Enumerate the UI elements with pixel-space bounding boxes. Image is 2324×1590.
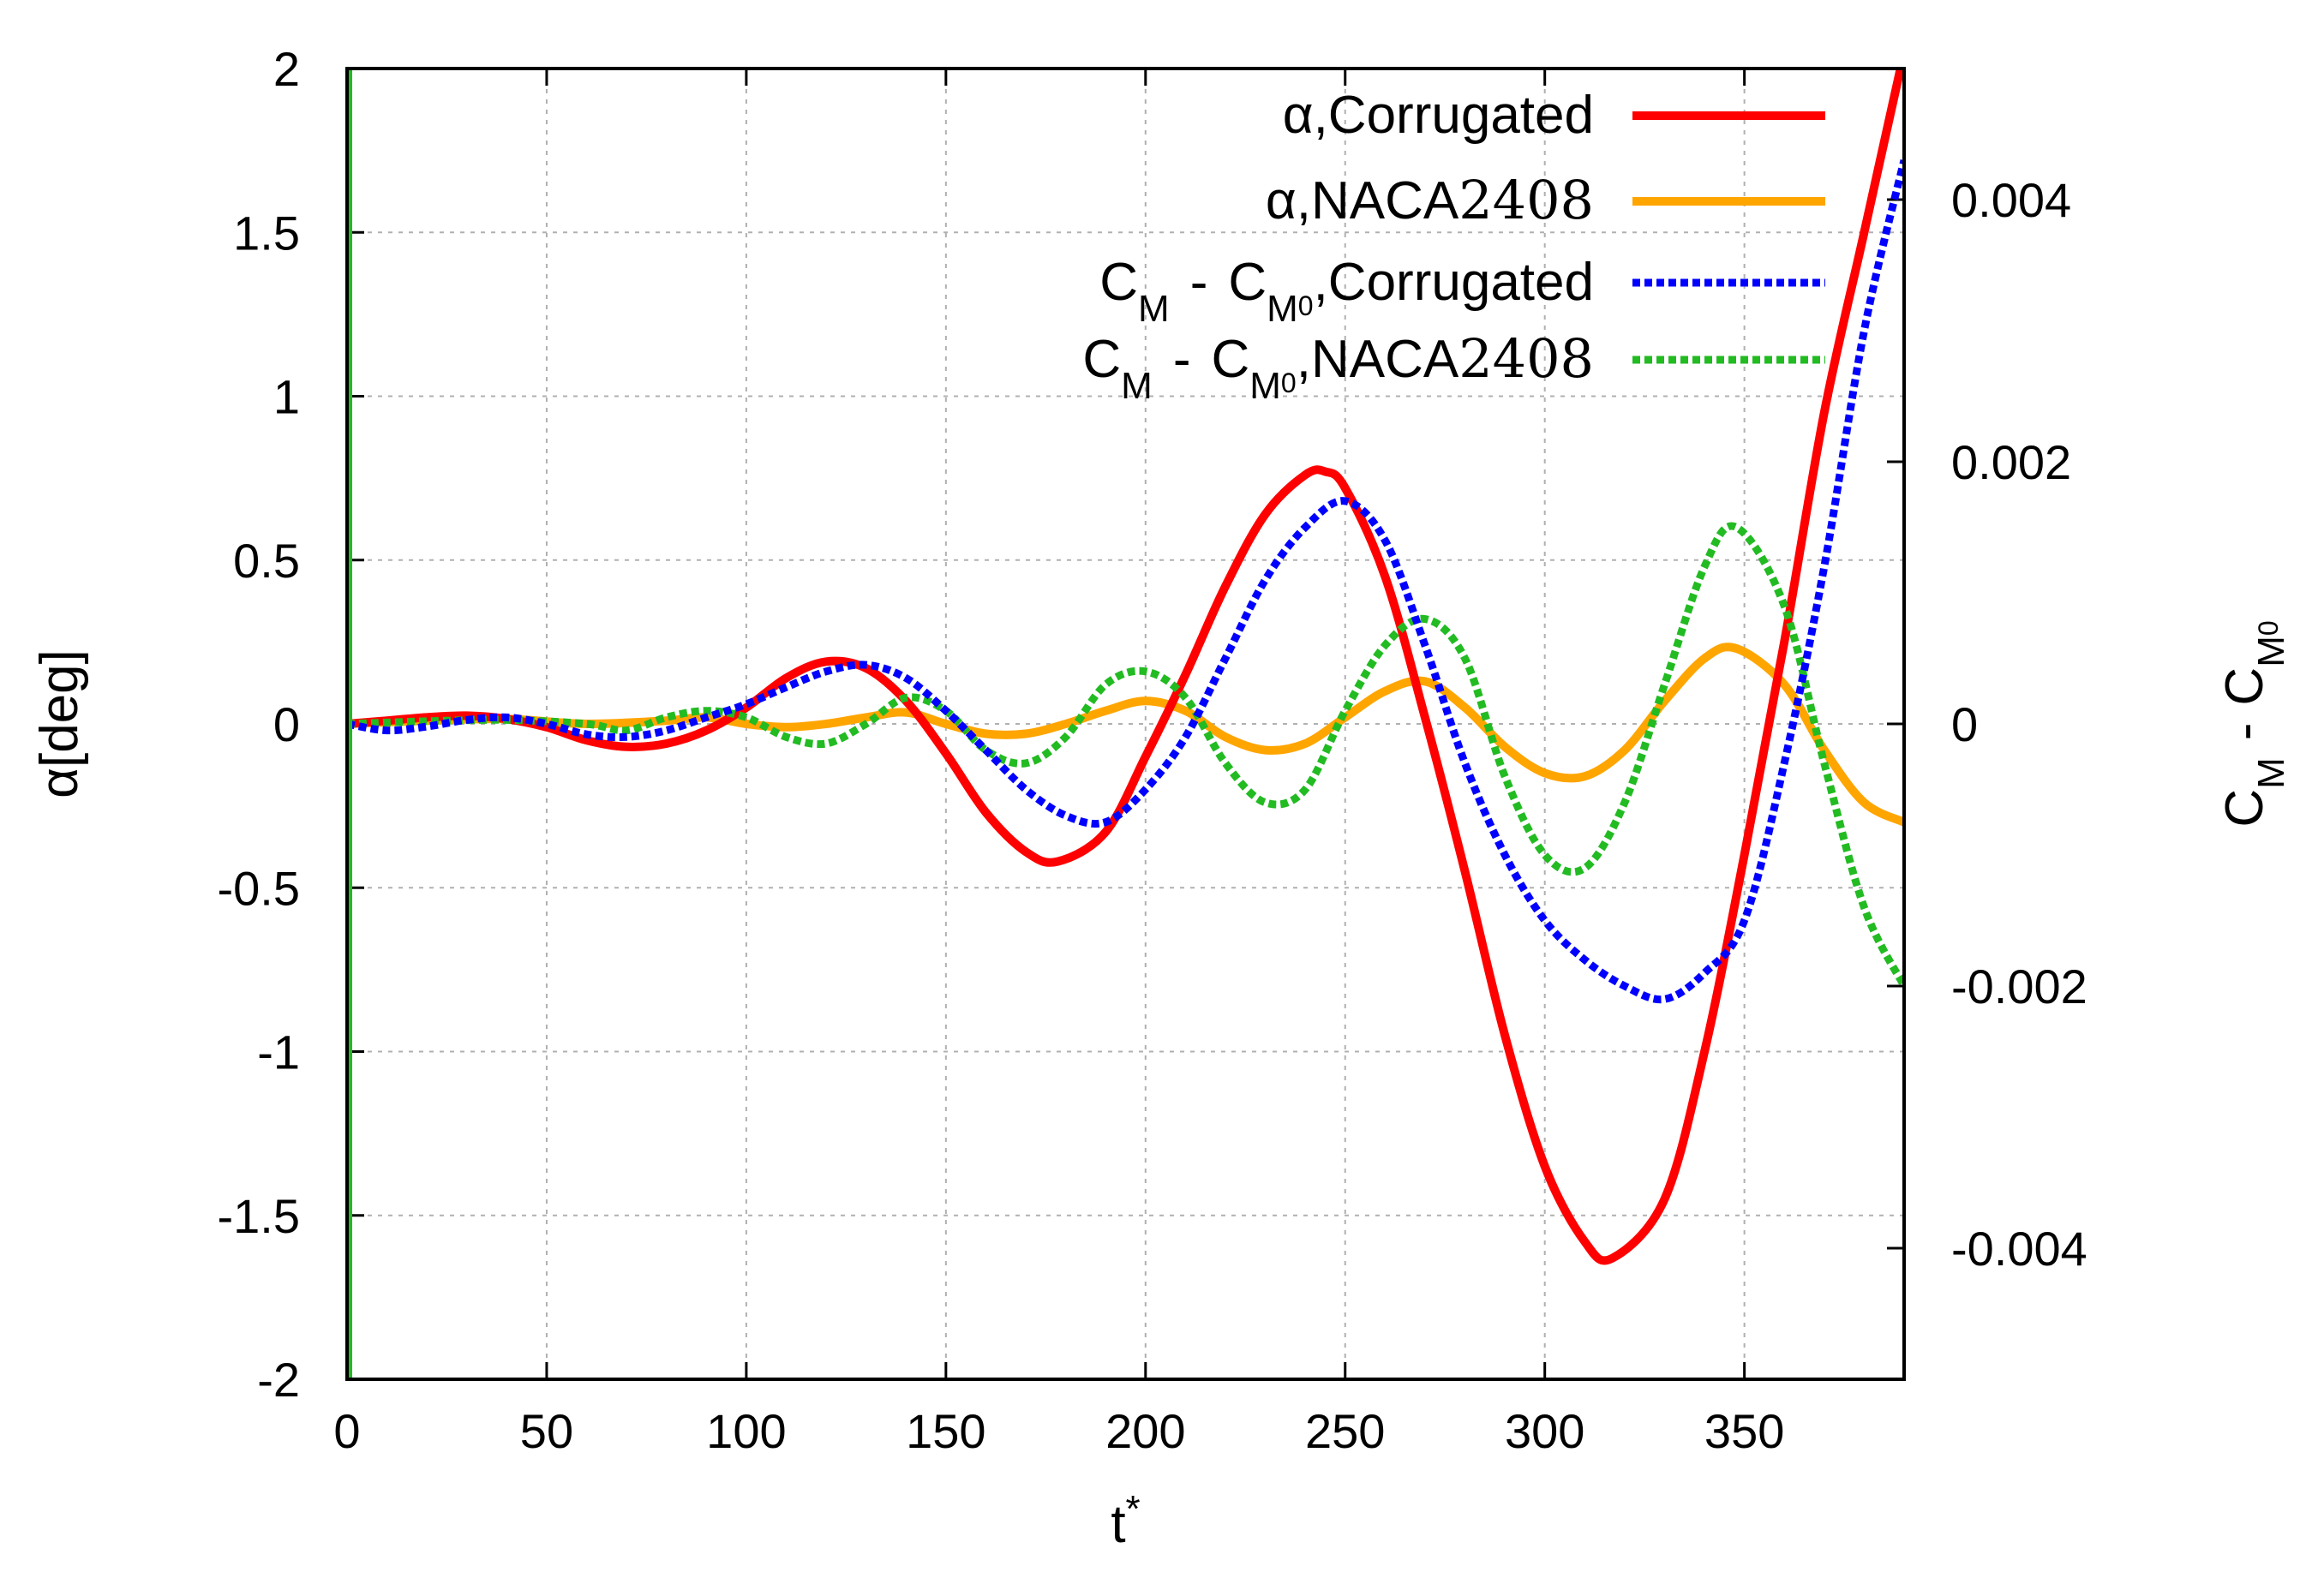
y2-tick-label: -0.002 bbox=[1951, 959, 2087, 1013]
legend-2-suffix: ,Corrugated bbox=[1314, 253, 1594, 312]
y-tick-label: 1 bbox=[273, 370, 300, 424]
x-axis-title-superscript: * bbox=[1126, 1488, 1141, 1530]
legend-label-cm-corrugated: CM - CM0,Corrugated bbox=[1099, 253, 1594, 330]
y-tick-label: -0.5 bbox=[218, 861, 301, 915]
y2-title-minus: - bbox=[2215, 723, 2274, 741]
legend-2-c2: C bbox=[1228, 253, 1267, 312]
y2-tick-label: -0.004 bbox=[1951, 1222, 2087, 1276]
y2-title-c: C bbox=[2215, 789, 2274, 828]
y2-title-sub-m: M bbox=[2250, 757, 2292, 789]
x-tick-label: 50 bbox=[520, 1404, 573, 1458]
y2-tick-label: 0.004 bbox=[1951, 173, 2071, 227]
x-tick-label: 300 bbox=[1505, 1404, 1584, 1458]
series-alpha-corrugated bbox=[347, 69, 1904, 1265]
x-tick-label: 350 bbox=[1704, 1404, 1784, 1458]
y-axis-title: α[deg] bbox=[30, 649, 89, 798]
y2-title-sub-zero: 0 bbox=[2253, 620, 2284, 636]
y2-axis-title: CM-CM0 bbox=[2215, 620, 2292, 827]
x-axis-title-text: t bbox=[1111, 1495, 1125, 1554]
x-tick-label: 250 bbox=[1305, 1404, 1385, 1458]
y-tick-label: 0 bbox=[273, 697, 300, 751]
legend-3-suffix: 2408 bbox=[1458, 327, 1594, 390]
y-tick-label: -1 bbox=[257, 1025, 300, 1079]
legend-label-cm-naca2408: CM - CM0,NACA2408 bbox=[1082, 327, 1594, 407]
y-tick-label: -2 bbox=[257, 1353, 300, 1407]
y-tick-label: 2 bbox=[273, 42, 300, 96]
x-tick-label: 200 bbox=[1105, 1404, 1185, 1458]
legend-2-sub-zero: 0 bbox=[1298, 290, 1314, 321]
tick-labels: 0 50 100 150 200 250 300 350-2-1.5-1-0.500.511.… bbox=[218, 42, 2087, 1458]
x-tick-label: 150 bbox=[906, 1404, 985, 1458]
legend-label-alpha-corrugated: α,Corrugated bbox=[1283, 86, 1594, 145]
series-layer bbox=[347, 69, 1904, 1379]
legend-2-sub-m: M bbox=[1138, 288, 1170, 330]
legend-label-alpha-naca2408: α,NACA2408 bbox=[1266, 169, 1594, 231]
legend-3-sub-m: M bbox=[1121, 365, 1153, 407]
legend-3-sub-zero: 0 bbox=[1281, 368, 1297, 398]
y-tick-label: 0.5 bbox=[233, 534, 300, 588]
y-tick-label: -1.5 bbox=[218, 1189, 301, 1243]
plot-frame bbox=[345, 67, 1906, 1381]
x-tick-label: 0 bbox=[333, 1404, 360, 1458]
y2-tick-label: 0 bbox=[1951, 697, 1978, 751]
legend-3-minus: - bbox=[1173, 330, 1191, 389]
legend-2-minus: - bbox=[1190, 253, 1208, 312]
series-cm-corrugated bbox=[347, 159, 1904, 1004]
x-tick-label: 100 bbox=[706, 1404, 786, 1458]
legend-0-text: α,Corrugated bbox=[1283, 86, 1594, 145]
legend-2-c: C bbox=[1099, 253, 1138, 312]
y-tick-label: 1.5 bbox=[233, 206, 300, 260]
legend-1-suffix: 2408 bbox=[1458, 169, 1594, 231]
legend: α,Corrugated α,NACA2408 CM - CM0,Corrugate… bbox=[1082, 86, 1825, 407]
legend-1-prefix: α,NACA bbox=[1266, 171, 1459, 230]
legend-3-c2: C bbox=[1211, 330, 1249, 389]
y2-title-c2: C bbox=[2215, 667, 2274, 706]
y2-title-sub-m0: M bbox=[2250, 636, 2292, 667]
y2-tick-label: 0.002 bbox=[1951, 435, 2071, 489]
legend-3-c: C bbox=[1082, 330, 1121, 389]
legend-2-sub-m0: M bbox=[1267, 288, 1298, 330]
x-axis-title: t* bbox=[1111, 1488, 1140, 1555]
legend-3-prefix2: ,NACA bbox=[1297, 330, 1459, 389]
legend-3-sub-m0: M bbox=[1249, 365, 1281, 407]
